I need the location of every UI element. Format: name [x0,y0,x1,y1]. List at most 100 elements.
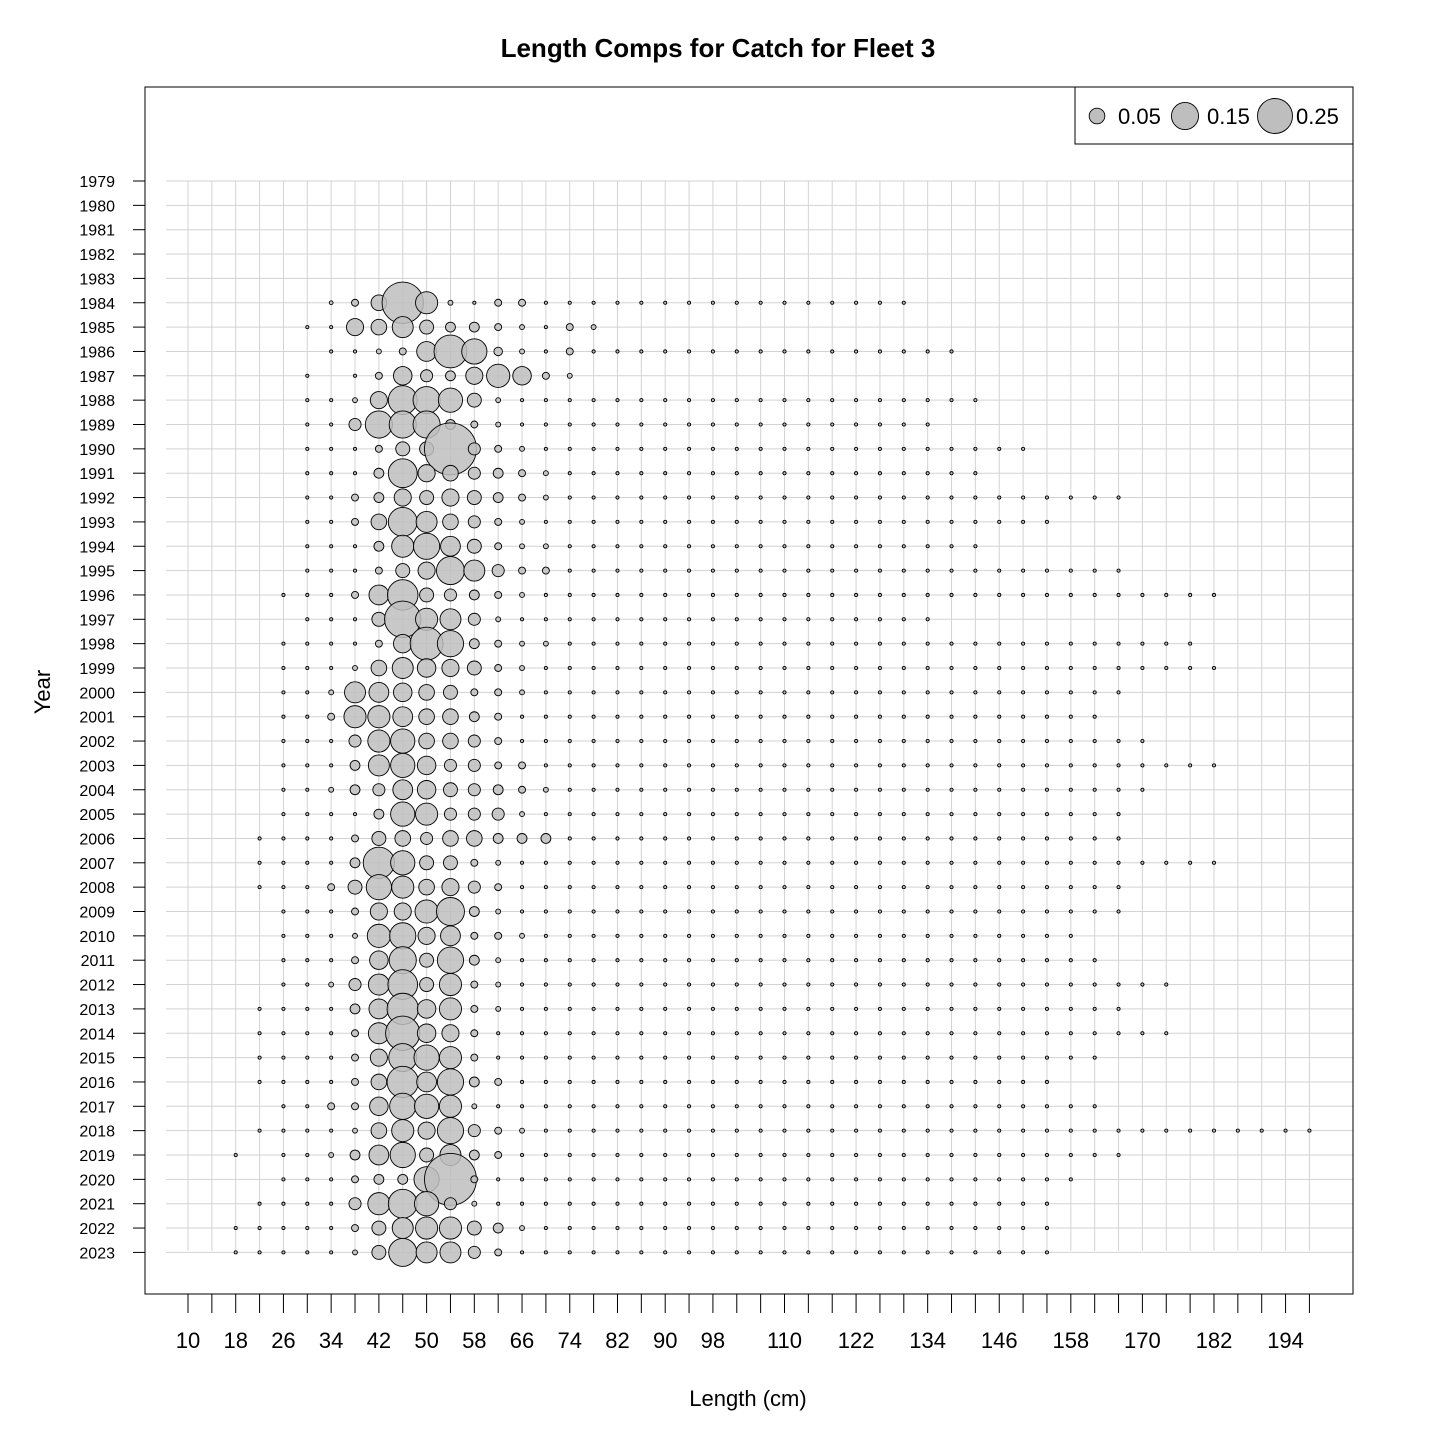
bubble-point [806,1055,811,1060]
bubble-point [1092,1055,1097,1060]
bubble-point [997,665,1002,671]
bubble-point [305,982,310,987]
bubble-point [854,1226,859,1231]
bubble-point [782,495,787,500]
bubble-point [830,787,835,792]
bubble-point [543,1079,548,1084]
bubble-point [710,471,715,476]
bubble-point [305,1177,310,1182]
y-tick-label: 1991 [79,466,115,483]
bubble-point [877,1006,882,1011]
bubble-point [854,958,859,963]
bubble-point [782,885,787,890]
bubble-point [567,1177,572,1182]
bubble-point [305,1152,310,1158]
bubble-point [305,933,310,938]
bubble-point [281,1079,286,1084]
bubble-point [1068,836,1073,841]
bubble-point [281,836,286,841]
bubble-point [367,973,390,996]
bubble-point [949,885,954,890]
bubble-point [543,325,548,330]
bubble-point [830,812,835,817]
bubble-point [830,471,835,476]
bubble-point [782,1006,787,1011]
bubble-point [639,787,644,792]
bubble-point [710,300,715,305]
bubble-point [734,446,739,451]
bubble-point [543,958,548,963]
bubble-point [806,812,811,817]
bubble-point [1283,1128,1288,1133]
bubble-point [1068,714,1073,719]
bubble-point [233,1250,238,1255]
bubble-point [443,758,457,772]
bubble-point [973,446,978,451]
bubble-point [782,617,787,622]
bubble-point [591,1079,596,1084]
bubble-point [854,714,859,719]
y-tick-label: 2022 [79,1221,115,1238]
bubble-point [281,1006,286,1011]
bubble-point [543,1006,548,1011]
bubble-point [387,507,418,537]
bubble-point [281,787,286,792]
y-axis: 1979 1980 1981 1982 1983 1984 1985 1986 1987 1988… [79,174,145,1262]
bubble-point [305,1250,310,1255]
bubble-point [925,860,930,865]
bubble-point [615,909,620,914]
bubble-point [519,640,525,647]
bubble-point [565,347,574,356]
bubble-point [949,1079,954,1084]
bubble-point [830,592,835,597]
bubble-point [543,349,548,354]
bubble-point [615,982,620,987]
bubble-point [758,836,763,841]
y-tick-label: 2006 [79,831,115,848]
bubble-point [710,787,715,792]
bubble-point [830,1006,835,1011]
bubble-point [615,1006,620,1011]
bubble-point [782,787,787,792]
bubble-point [925,836,930,841]
bubble-point [519,665,525,671]
bubble-point [1044,958,1049,963]
y-tick-label: 1995 [79,564,115,581]
bubble-point [305,519,310,524]
bubble-point [615,763,620,768]
bubble-point [1116,592,1121,597]
x-tick-label: 26 [271,1328,295,1353]
bubble-point [782,1152,787,1158]
bubble-point [415,510,438,533]
bubble-point [973,544,978,549]
bubble-point [877,958,882,963]
bubble-point [901,544,906,549]
bubble-point [441,878,460,897]
bubble-point [758,519,763,524]
bubble-point [734,568,739,573]
bubble-point [567,787,572,792]
y-tick-label: 1998 [79,637,115,654]
bubble-point [416,658,437,678]
bubble-point [1116,982,1121,987]
bubble-point [492,833,504,844]
bubble-point [997,739,1002,744]
bubble-point [1307,1128,1312,1133]
bubble-point [639,1250,644,1255]
bubble-point [567,1226,572,1231]
bubble-point [1068,1031,1073,1036]
bubble-point [367,705,391,729]
bubble-point [639,300,644,305]
y-tick-label: 1988 [79,393,115,410]
bubble-point [257,1031,262,1036]
bubble-point [925,763,930,768]
bubble-point [543,1128,548,1133]
bubble-point [567,300,572,305]
bubble-point [257,860,262,865]
bubble-point [663,544,668,549]
bubble-point [495,1005,502,1012]
bubble-point [494,1077,503,1086]
bubble-point [758,1079,763,1084]
bubble-point [305,763,310,768]
bubble-point [352,349,358,354]
